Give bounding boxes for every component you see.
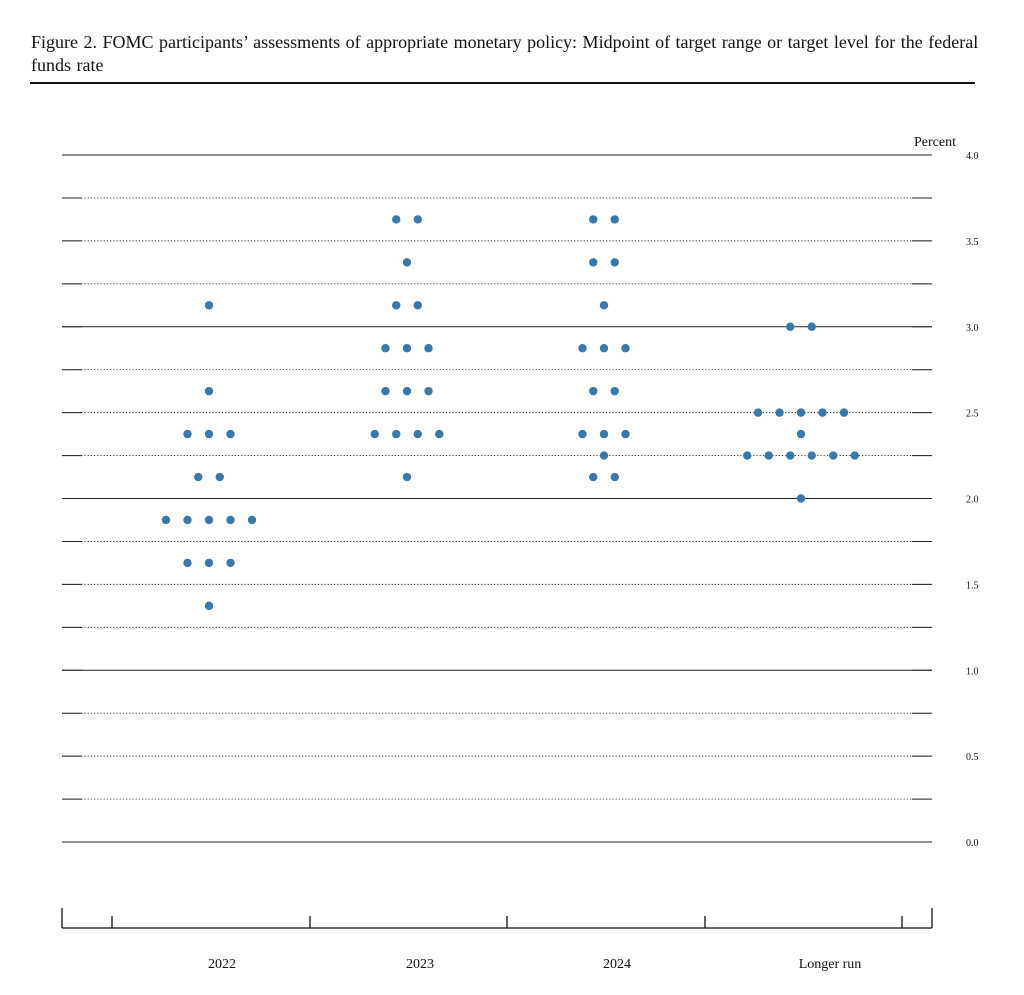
x-tick-label: Longer run [799,957,862,972]
dot [226,558,235,568]
dot [599,344,609,353]
dot [381,344,390,353]
y-tick-label: 1.5 [966,580,979,591]
dot [435,429,444,439]
x-axis [61,908,933,929]
dot [413,429,422,439]
dot [818,408,827,417]
dot [829,451,838,460]
x-tick-label: 2023 [406,957,434,972]
dot [850,451,859,460]
dot [589,258,598,267]
dot [610,386,619,396]
dot [599,429,609,439]
y-tick-label: 2.5 [966,409,979,420]
dot [226,429,235,439]
dot [578,344,587,353]
dot [775,408,784,417]
dot [402,344,412,353]
x-tick-label: 2022 [208,957,236,972]
dot [204,515,214,525]
dot [381,386,390,396]
dot [599,451,609,460]
dot [753,408,763,417]
dot [764,451,773,460]
dot [183,515,192,525]
y-tick-label: 3.0 [966,323,979,334]
dot [743,451,752,460]
dot [610,215,619,224]
dot [204,601,214,611]
title-rule [30,82,975,84]
dot [413,301,422,310]
dot [413,215,422,224]
dot [183,429,192,439]
dot [589,472,598,482]
y-tick-label: 2.0 [966,495,979,506]
y-tick-label: 0.0 [966,838,979,849]
dot [786,322,795,331]
dot [226,515,235,525]
dot [215,472,224,482]
y-axis-label: Percent [914,135,956,150]
y-tick-label: 3.5 [966,237,979,248]
dot [796,408,806,417]
y-tick-label: 4.0 [966,151,979,162]
dot [392,215,401,224]
dot [786,451,795,460]
dot [807,451,816,460]
y-tick-label: 0.5 [966,752,979,763]
dot [204,429,214,439]
dot [402,258,412,267]
dot [402,472,412,482]
dot [621,344,630,353]
dot [370,429,379,439]
dot [204,386,214,396]
dot [204,558,214,568]
dot [807,322,816,331]
dot [424,386,433,396]
dot [796,494,806,503]
dot [599,301,609,310]
dot [621,429,630,439]
dot [402,386,412,396]
x-tick-label: 2024 [603,957,631,972]
dot [161,515,171,525]
dot [589,215,598,224]
dot [578,429,587,439]
dot [392,429,401,439]
dot [194,472,203,482]
dot [424,344,433,353]
dot [610,472,619,482]
chart-title: Figure 2. FOMC participants’ assessments… [31,32,979,75]
y-tick-label: 1.0 [966,666,979,677]
dot [610,258,619,267]
dot [589,386,598,396]
dot [392,301,401,310]
dot [839,408,849,417]
dot [204,301,214,310]
dot [796,429,806,439]
dot [183,558,192,568]
dot [247,515,257,525]
